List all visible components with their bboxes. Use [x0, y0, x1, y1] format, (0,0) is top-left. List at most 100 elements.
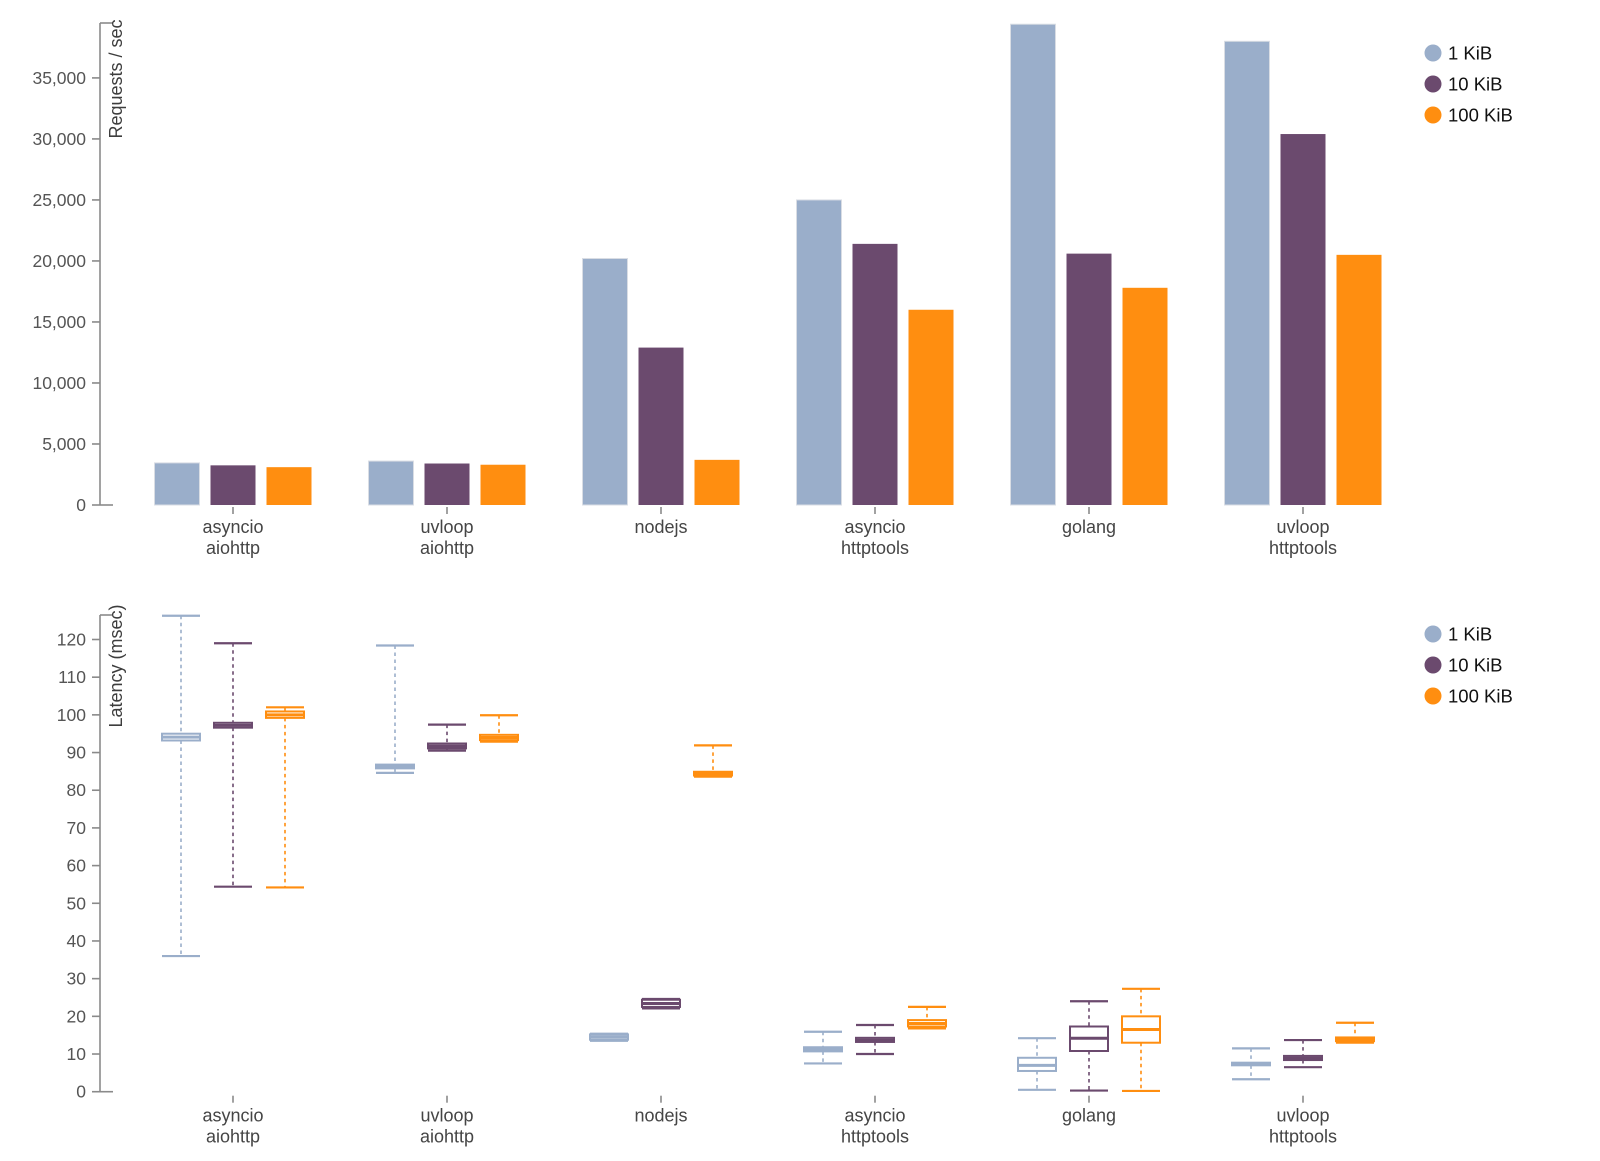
- box-plot-asyncio-aiohttp-100KiB: [265, 706, 305, 889]
- x-group-label: asyncio: [844, 517, 905, 537]
- x-group-label: aiohttp: [420, 538, 474, 558]
- bar-uvloop-httptools-100KiB: [1336, 254, 1382, 505]
- box-plot-asyncio-httptools-100KiB: [907, 1005, 947, 1030]
- box-plot-golang-10KiB: [1069, 1000, 1109, 1092]
- box-plot-uvloop-httptools-100KiB: [1335, 1021, 1375, 1044]
- x-group-label: httptools: [841, 538, 909, 558]
- y-tick-label: 35,000: [32, 68, 86, 88]
- x-group-label: aiohttp: [206, 538, 260, 558]
- box-plot-asyncio-aiohttp-10KiB: [213, 642, 253, 888]
- box-plot-golang-1KiB: [1017, 1037, 1057, 1091]
- bar-asyncio-httptools-100KiB: [908, 309, 954, 505]
- bar-asyncio-aiohttp-1KiB: [154, 462, 200, 506]
- bar-nodejs-1KiB: [582, 258, 628, 506]
- x-group-label: golang: [1062, 517, 1116, 537]
- box-plot-nodejs-100KiB: [693, 744, 733, 778]
- box-plot-nodejs-10KiB: [641, 997, 681, 1010]
- legend-item: 10 KiB: [1424, 74, 1503, 95]
- legend-label: 1 KiB: [1448, 624, 1492, 645]
- y-tick-label: 40: [67, 931, 87, 951]
- x-group-label: uvloop: [1276, 517, 1329, 537]
- x-group-label: uvloop: [1276, 1106, 1329, 1126]
- legend-swatch-100kib: [1424, 687, 1442, 705]
- legend-swatch-1kib: [1424, 44, 1442, 62]
- x-group-label: uvloop: [420, 517, 473, 537]
- box-plot-asyncio-httptools-1KiB: [803, 1030, 843, 1065]
- y-axis-title: Latency (msec): [106, 604, 126, 727]
- bar-asyncio-httptools-10KiB: [852, 243, 898, 505]
- x-group-label: asyncio: [844, 1106, 905, 1126]
- box-plot-uvloop-aiohttp-1KiB: [375, 644, 415, 774]
- bar-uvloop-httptools-10KiB: [1280, 134, 1326, 506]
- legend-label: 10 KiB: [1448, 74, 1503, 95]
- latency-boxplot-chart: 0 10 20 30 40 50 60 70 80 90 100 110 120 Latency (mse…: [0, 580, 1600, 1161]
- y-axis-title: Requests / sec: [106, 19, 126, 138]
- bar-nodejs-100KiB: [694, 459, 740, 505]
- bar-uvloop-httptools-1KiB: [1224, 40, 1270, 506]
- y-tick-label: 30,000: [32, 129, 86, 149]
- requests-chart-canvas: 0 5,000 10,000 15,000 20,000 25,000 30,000 35,0…: [32, 19, 1513, 558]
- legend-swatch-1kib: [1424, 625, 1442, 643]
- bar-nodejs-10KiB: [638, 347, 684, 505]
- box-plot-uvloop-aiohttp-100KiB: [479, 714, 519, 743]
- y-tick-label: 70: [67, 818, 87, 838]
- x-group-label: uvloop: [420, 1106, 473, 1126]
- bar-asyncio-aiohttp-100KiB: [266, 467, 312, 505]
- box-plot-asyncio-httptools-10KiB: [855, 1023, 895, 1056]
- x-group-label: aiohttp: [206, 1127, 260, 1147]
- legend-label: 10 KiB: [1448, 655, 1503, 676]
- x-group-label: nodejs: [634, 517, 687, 537]
- box-plot-golang-100KiB: [1121, 987, 1161, 1093]
- legend-label: 100 KiB: [1448, 105, 1513, 126]
- legend-swatch-100kib: [1424, 106, 1442, 124]
- box-plot-uvloop-aiohttp-10KiB: [427, 723, 467, 752]
- box-plot-uvloop-httptools-1KiB: [1231, 1047, 1271, 1081]
- bar-uvloop-aiohttp-10KiB: [424, 463, 470, 505]
- y-tick-label: 0: [76, 495, 86, 515]
- y-tick-label: 80: [67, 780, 87, 800]
- y-tick-label: 15,000: [32, 312, 86, 332]
- y-tick-label: 25,000: [32, 190, 86, 210]
- bar-asyncio-aiohttp-10KiB: [210, 465, 256, 505]
- requests-per-sec-chart: 0 5,000 10,000 15,000 20,000 25,000 30,000 35,0…: [32, 19, 1513, 558]
- y-tick-label: 90: [67, 743, 87, 763]
- x-group-label: asyncio: [202, 517, 263, 537]
- y-tick-label: 10,000: [32, 373, 86, 393]
- x-group-label: golang: [1062, 1106, 1116, 1126]
- x-group-label: asyncio: [202, 1106, 263, 1126]
- y-tick-label: 110: [58, 667, 86, 687]
- bar-uvloop-aiohttp-100KiB: [480, 464, 526, 505]
- legend-label: 100 KiB: [1448, 686, 1513, 707]
- box-plot-uvloop-httptools-10KiB: [1283, 1038, 1323, 1069]
- bar-golang-10KiB: [1066, 253, 1112, 505]
- bar-golang-1KiB: [1010, 23, 1056, 506]
- y-tick-label: 5,000: [42, 434, 86, 454]
- y-tick-label: 120: [57, 629, 86, 649]
- legend-swatch-10kib: [1424, 75, 1442, 93]
- y-tick-label: 0: [76, 1082, 86, 1102]
- y-tick-label: 20: [67, 1006, 87, 1026]
- x-group-label: httptools: [1269, 1127, 1337, 1147]
- latency-chart-canvas: 0 10 20 30 40 50 60 70 80 90 100 110 120 Latency (mse…: [57, 604, 1513, 1147]
- x-group-label: nodejs: [634, 1106, 687, 1126]
- box-plot-nodejs-1KiB: [589, 1032, 629, 1042]
- y-tick-label: 50: [67, 893, 87, 913]
- x-group-label: httptools: [1269, 538, 1337, 558]
- y-tick-label: 20,000: [32, 251, 86, 271]
- legend-item: 1 KiB: [1424, 43, 1492, 64]
- y-tick-label: 10: [67, 1044, 87, 1064]
- legend-item: 100 KiB: [1424, 686, 1513, 707]
- legend-swatch-10kib: [1424, 656, 1442, 674]
- legend-item: 10 KiB: [1424, 655, 1503, 676]
- box-plot-asyncio-aiohttp-1KiB: [161, 614, 201, 958]
- x-group-label: aiohttp: [420, 1127, 474, 1147]
- y-tick-label: 100: [57, 705, 86, 725]
- bar-uvloop-aiohttp-1KiB: [368, 460, 414, 506]
- x-group-label: httptools: [841, 1127, 909, 1147]
- bar-asyncio-httptools-1KiB: [796, 199, 842, 506]
- legend-item: 100 KiB: [1424, 105, 1513, 126]
- y-tick-label: 30: [67, 969, 87, 989]
- legend-item: 1 KiB: [1424, 624, 1492, 645]
- y-tick-label: 60: [67, 856, 87, 876]
